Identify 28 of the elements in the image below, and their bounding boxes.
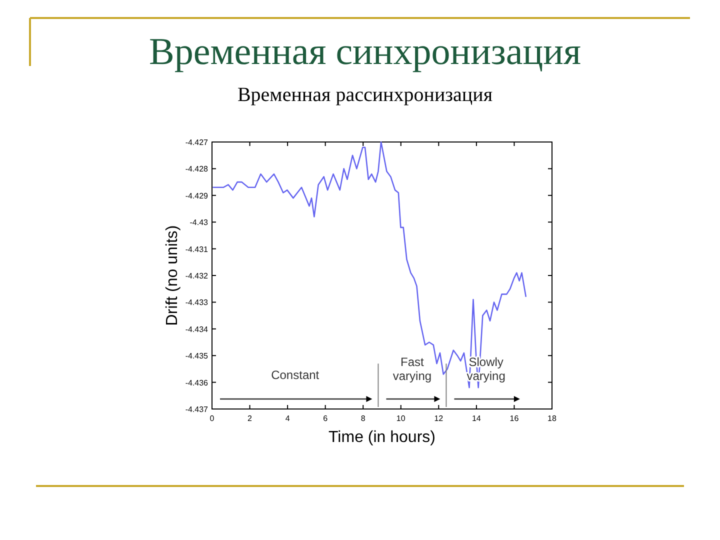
y-tick-label: -4.43 xyxy=(190,218,209,228)
x-tick-label: 8 xyxy=(360,414,366,423)
y-tick-label: -4.428 xyxy=(185,164,209,174)
x-tick-label: 18 xyxy=(548,414,557,423)
annotation: Fast varying xyxy=(392,355,432,383)
x-tick-label: 16 xyxy=(510,414,520,423)
y-axis-title: Drift (no units) xyxy=(164,225,181,326)
y-tick-label: -4.436 xyxy=(185,378,209,388)
y-tick-label: -4.431 xyxy=(185,244,209,254)
x-tick-label: 6 xyxy=(323,414,328,423)
y-tick-label: -4.427 xyxy=(185,138,209,147)
y-tick-label: -4.435 xyxy=(185,352,209,361)
x-tick-label: 0 xyxy=(210,414,215,423)
x-tick-label: 4 xyxy=(285,414,290,423)
line-series xyxy=(212,141,527,388)
x-tick-label: 12 xyxy=(434,414,444,423)
x-tick-label: 14 xyxy=(472,414,482,423)
y-tick-label: -4.429 xyxy=(185,191,209,200)
y-tick-label: -4.434 xyxy=(185,324,209,334)
y-tick-label: -4.433 xyxy=(185,298,209,308)
x-tick-label: 2 xyxy=(248,414,253,423)
y-tick-label: -4.432 xyxy=(185,272,209,280)
chart-subtitle: Временная рассинхронизация xyxy=(237,84,493,106)
x-tick-label: 10 xyxy=(396,414,406,423)
y-tick-label: -4.437 xyxy=(185,405,209,414)
annotation: Constant xyxy=(271,368,320,382)
chart-title: Временная синхронизация xyxy=(149,31,581,73)
x-axis-title: Time (in hours) xyxy=(328,429,436,446)
